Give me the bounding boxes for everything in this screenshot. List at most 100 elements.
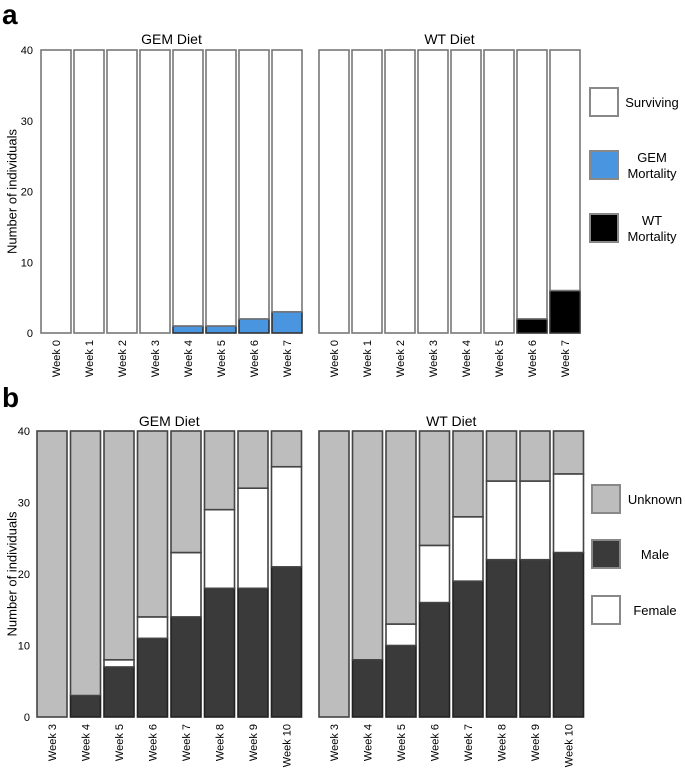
x-tick-label: Week 2 bbox=[117, 340, 129, 377]
bar-male bbox=[170, 616, 202, 718]
x-tick-label: Week 7 bbox=[181, 724, 193, 761]
bar-female bbox=[136, 616, 169, 640]
x-tick-label: Week 0 bbox=[329, 340, 341, 377]
bar-female bbox=[485, 480, 518, 561]
bar-surviving bbox=[516, 49, 548, 320]
group-title: WT Diet bbox=[426, 413, 476, 429]
bar-unknown bbox=[270, 430, 303, 468]
x-tick-label: Week 9 bbox=[530, 724, 542, 761]
bar-wt-mortality bbox=[549, 289, 581, 334]
bar-female bbox=[452, 515, 484, 582]
panel-b-label: b bbox=[2, 382, 19, 413]
bar-male bbox=[69, 694, 102, 718]
bar-male bbox=[385, 644, 417, 718]
x-tick-label: Week 4 bbox=[183, 340, 195, 377]
y-tick-label: 20 bbox=[21, 187, 33, 199]
panel-a-label: a bbox=[2, 0, 18, 30]
y-tick-label: 10 bbox=[18, 641, 30, 653]
legend-swatch-gem-mortality bbox=[589, 150, 619, 180]
y-tick-label: 20 bbox=[18, 569, 30, 581]
x-tick-label: Week 3 bbox=[329, 724, 341, 761]
panel-a: 0 10 20 30 40 Number of individuals GEM Diet We… bbox=[4, 31, 678, 377]
group-title: GEM Diet bbox=[141, 31, 202, 47]
legend-swatch-male bbox=[591, 539, 621, 569]
y-axis-label: Number of individuals bbox=[4, 129, 19, 255]
bar-unknown bbox=[385, 430, 417, 625]
legend-label-line: WT bbox=[642, 213, 662, 228]
bar-surviving bbox=[205, 49, 237, 327]
bar-unknown bbox=[103, 430, 135, 661]
y-tick-label: 30 bbox=[21, 116, 33, 128]
bar-surviving bbox=[483, 49, 515, 334]
bar-unknown bbox=[69, 430, 102, 697]
bar-gem-mortality bbox=[205, 325, 237, 334]
bar-unknown bbox=[237, 430, 269, 490]
bar-wt-mortality bbox=[516, 318, 548, 334]
y-tick-label: 40 bbox=[18, 426, 30, 438]
bar-male bbox=[270, 566, 303, 718]
panel-b: 0 10 20 30 40 Number of individuals GEM Diet We… bbox=[4, 413, 682, 767]
bar-unknown bbox=[36, 430, 68, 718]
x-tick-label: Week 8 bbox=[215, 724, 227, 761]
bar-unknown bbox=[452, 430, 484, 518]
x-tick-label: Week 2 bbox=[395, 340, 407, 377]
bar-female bbox=[385, 623, 417, 647]
bar-male bbox=[418, 601, 451, 718]
bar-surviving bbox=[40, 49, 72, 334]
bar-surviving bbox=[384, 49, 416, 334]
bar-female bbox=[418, 544, 451, 604]
x-tick-label: Week 4 bbox=[363, 724, 375, 761]
bar-male bbox=[485, 558, 518, 718]
bar-unknown bbox=[318, 430, 350, 718]
x-tick-label: Week 1 bbox=[362, 340, 374, 377]
y-tick-label: 40 bbox=[21, 45, 33, 57]
legend-label-line: Mortality bbox=[627, 166, 677, 181]
bar-female bbox=[237, 487, 269, 590]
y-tick-label: 0 bbox=[27, 328, 33, 340]
bar-unknown bbox=[519, 430, 551, 482]
x-tick-label: Week 10 bbox=[564, 724, 576, 767]
x-tick-label: Week 6 bbox=[527, 340, 539, 377]
x-tick-label: Week 5 bbox=[396, 724, 408, 761]
bar-gem-mortality bbox=[238, 318, 270, 334]
legend-label-line: Male bbox=[641, 547, 669, 562]
x-tick-label: Week 6 bbox=[249, 340, 261, 377]
legend-label-line: Female bbox=[633, 603, 676, 618]
legend-label-female: Female bbox=[633, 603, 676, 618]
legend-label-surviving: Surviving bbox=[625, 95, 678, 110]
bar-male bbox=[351, 658, 384, 718]
y-axis-label: Number of individuals bbox=[4, 511, 19, 637]
bar-gem-mortality bbox=[172, 325, 204, 334]
legend-swatch-unknown bbox=[591, 484, 621, 514]
bar-unknown bbox=[203, 430, 236, 511]
x-tick-label: Week 8 bbox=[497, 724, 509, 761]
bar-surviving bbox=[238, 49, 270, 320]
bar-unknown bbox=[136, 430, 169, 618]
bar-unknown bbox=[552, 430, 585, 475]
bar-female bbox=[552, 473, 585, 554]
bar-unknown bbox=[418, 430, 451, 547]
x-tick-label: Week 7 bbox=[560, 340, 572, 377]
x-tick-label: Week 7 bbox=[463, 724, 475, 761]
bar-surviving bbox=[106, 49, 138, 334]
y-tick-label: 0 bbox=[24, 712, 30, 724]
legend-label-line: Mortality bbox=[627, 229, 677, 244]
x-tick-label: Week 1 bbox=[84, 340, 96, 377]
x-tick-label: Week 5 bbox=[494, 340, 506, 377]
x-tick-label: Week 10 bbox=[282, 724, 294, 767]
bar-male bbox=[452, 580, 484, 718]
legend-label-line: Unknown bbox=[628, 492, 682, 507]
x-tick-label: Week 7 bbox=[282, 340, 294, 377]
bar-unknown bbox=[485, 430, 518, 482]
bar-female bbox=[519, 480, 551, 561]
x-tick-label: Week 6 bbox=[148, 724, 160, 761]
bar-surviving bbox=[351, 49, 383, 334]
bar-surviving bbox=[549, 49, 581, 292]
bar-surviving bbox=[73, 49, 105, 334]
bar-female bbox=[103, 658, 135, 668]
x-tick-label: Week 6 bbox=[430, 724, 442, 761]
bar-male bbox=[203, 587, 236, 718]
legend-label-wt-mortality: WT Mortality bbox=[627, 213, 677, 244]
x-tick-label: Week 0 bbox=[51, 340, 63, 377]
bar-surviving bbox=[318, 49, 350, 334]
